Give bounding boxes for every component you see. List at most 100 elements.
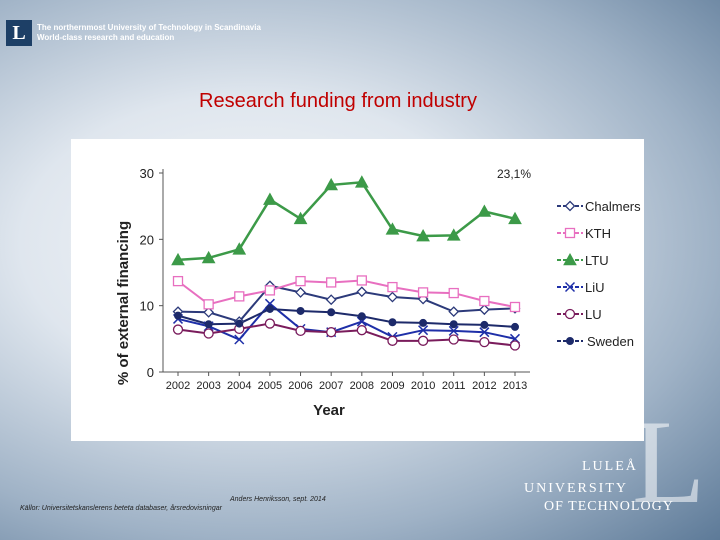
data-point-ltu	[354, 175, 369, 188]
series-line-sweden	[177, 307, 516, 328]
legend-marker-kth	[564, 227, 576, 239]
x-tick-label: 2002	[166, 380, 190, 392]
data-point-kth	[509, 301, 521, 313]
legend-marker-chalmers	[564, 200, 576, 212]
data-point-chalmers	[356, 286, 368, 298]
data-point-sweden	[388, 318, 397, 327]
x-tick-label: 2004	[227, 380, 251, 392]
y-axis-label: % of external financing	[115, 221, 132, 385]
line-chart: 0 10 20 30 2002 2003 2004 2005 2006 2007 2008 2009 2…	[115, 166, 641, 419]
wordmark-line-2: UNIVERSITY	[524, 481, 628, 496]
header-line-2: World-class research and education	[37, 33, 175, 42]
data-point-sweden	[511, 322, 519, 331]
data-point-ltu	[385, 222, 400, 235]
data-point-kth	[264, 285, 276, 296]
footer-source: Källor: Universitetskanslerens beteta da…	[20, 505, 222, 512]
x-tick-label: 2008	[350, 380, 374, 392]
data-point-sweden	[265, 304, 274, 313]
legend-label-liu: LiU	[585, 280, 605, 295]
legend-item-ltu: LTU	[557, 252, 609, 268]
footer: Anders Henriksson, sept. 2014 Källor: Un…	[20, 495, 326, 513]
data-point-ltu	[201, 250, 216, 264]
x-tick-label: 2007	[319, 380, 343, 392]
data-point-lu	[203, 328, 214, 339]
header-text: The northernmost University of Technolog…	[37, 23, 261, 43]
data-point-sweden	[480, 320, 489, 329]
data-point-liu-stroke	[234, 334, 245, 345]
data-point-kth	[448, 287, 459, 299]
legend-item-liu: LiU	[557, 280, 605, 295]
series-line-kth	[177, 279, 516, 308]
x-tick-label: 2006	[288, 380, 312, 392]
data-point-chalmers	[448, 306, 460, 318]
data-point-kth	[417, 287, 429, 298]
series-line-ltu	[177, 180, 516, 262]
data-point-ltu	[477, 204, 492, 217]
data-point-ltu	[446, 228, 461, 241]
data-point-sweden	[235, 319, 244, 328]
y-tick-label: 30	[140, 166, 154, 181]
data-point-kth	[295, 275, 306, 287]
data-point-kth	[387, 281, 398, 293]
x-axis-label: Year	[313, 402, 345, 419]
series-line-chalmers	[177, 284, 516, 323]
data-point-lu	[479, 336, 490, 348]
data-point-lu	[509, 340, 521, 351]
data-point-ltu	[508, 211, 522, 225]
y-tick-label: 0	[147, 365, 154, 380]
data-point-liu	[234, 334, 245, 345]
x-tick-label: 2012	[472, 380, 496, 392]
wordmark-line-3: OF TECHNOLOGY	[544, 499, 674, 514]
data-point-sweden	[449, 320, 458, 329]
footer-author: Anders Henriksson, sept. 2014	[230, 496, 326, 503]
x-tick-label: 2005	[258, 380, 282, 392]
legend-item-chalmers: Chalmers	[557, 199, 641, 214]
data-point-liu	[418, 325, 429, 336]
data-point-lu	[417, 335, 429, 346]
y-tick-label: 20	[140, 232, 154, 247]
series-line-liu	[177, 302, 516, 341]
data-point-liu-stroke	[479, 327, 490, 338]
legend-marker-ltu	[563, 252, 577, 266]
data-point-chalmers	[387, 291, 398, 303]
data-point-liu	[479, 327, 490, 338]
legend-label-sweden: Sweden	[587, 334, 634, 349]
x-tick-label: 2003	[196, 380, 220, 392]
data-point-ltu	[171, 252, 185, 266]
data-point-ltu	[293, 211, 308, 225]
data-point-sweden	[204, 320, 213, 329]
data-point-lu	[387, 335, 398, 346]
legend-label-chalmers: Chalmers	[585, 199, 641, 214]
data-point-kth	[356, 275, 367, 286]
data-point-lu	[326, 327, 337, 338]
data-point-liu-stroke	[418, 325, 429, 336]
x-tick-label: 2010	[411, 380, 435, 392]
data-point-lu	[356, 325, 367, 336]
legend-item-kth: KTH	[557, 226, 611, 241]
legend-item-sweden: Sweden	[557, 334, 634, 349]
data-point-chalmers	[478, 304, 490, 316]
x-tick-label: 2011	[442, 380, 466, 392]
data-point-liu	[448, 325, 459, 336]
data-point-kth	[172, 275, 184, 287]
legend-label-ltu: LTU	[585, 253, 609, 268]
university-logo: L	[6, 20, 32, 46]
y-tick-label: 10	[140, 299, 154, 314]
data-point-kth	[479, 295, 490, 307]
legend-marker-sweden	[566, 337, 574, 345]
data-point-sweden	[296, 306, 305, 315]
data-point-lu	[448, 334, 459, 345]
header: L The northernmost University of Technol…	[6, 20, 261, 46]
data-point-liu-stroke	[448, 325, 459, 336]
legend-label-kth: KTH	[585, 226, 611, 241]
header-line-1: The northernmost University of Technolog…	[37, 23, 261, 32]
data-point-ltu	[232, 242, 247, 255]
data-point-sweden	[357, 312, 366, 321]
data-point-sweden	[327, 308, 336, 317]
university-wordmark: L LULEÅ UNIVERSITY OF TECHNOLOGY	[524, 408, 705, 518]
data-point-chalmers	[203, 306, 215, 318]
data-point-lu	[172, 324, 184, 335]
data-point-lu	[295, 325, 306, 337]
legend-marker-lu	[564, 308, 576, 320]
data-point-ltu	[263, 192, 277, 205]
